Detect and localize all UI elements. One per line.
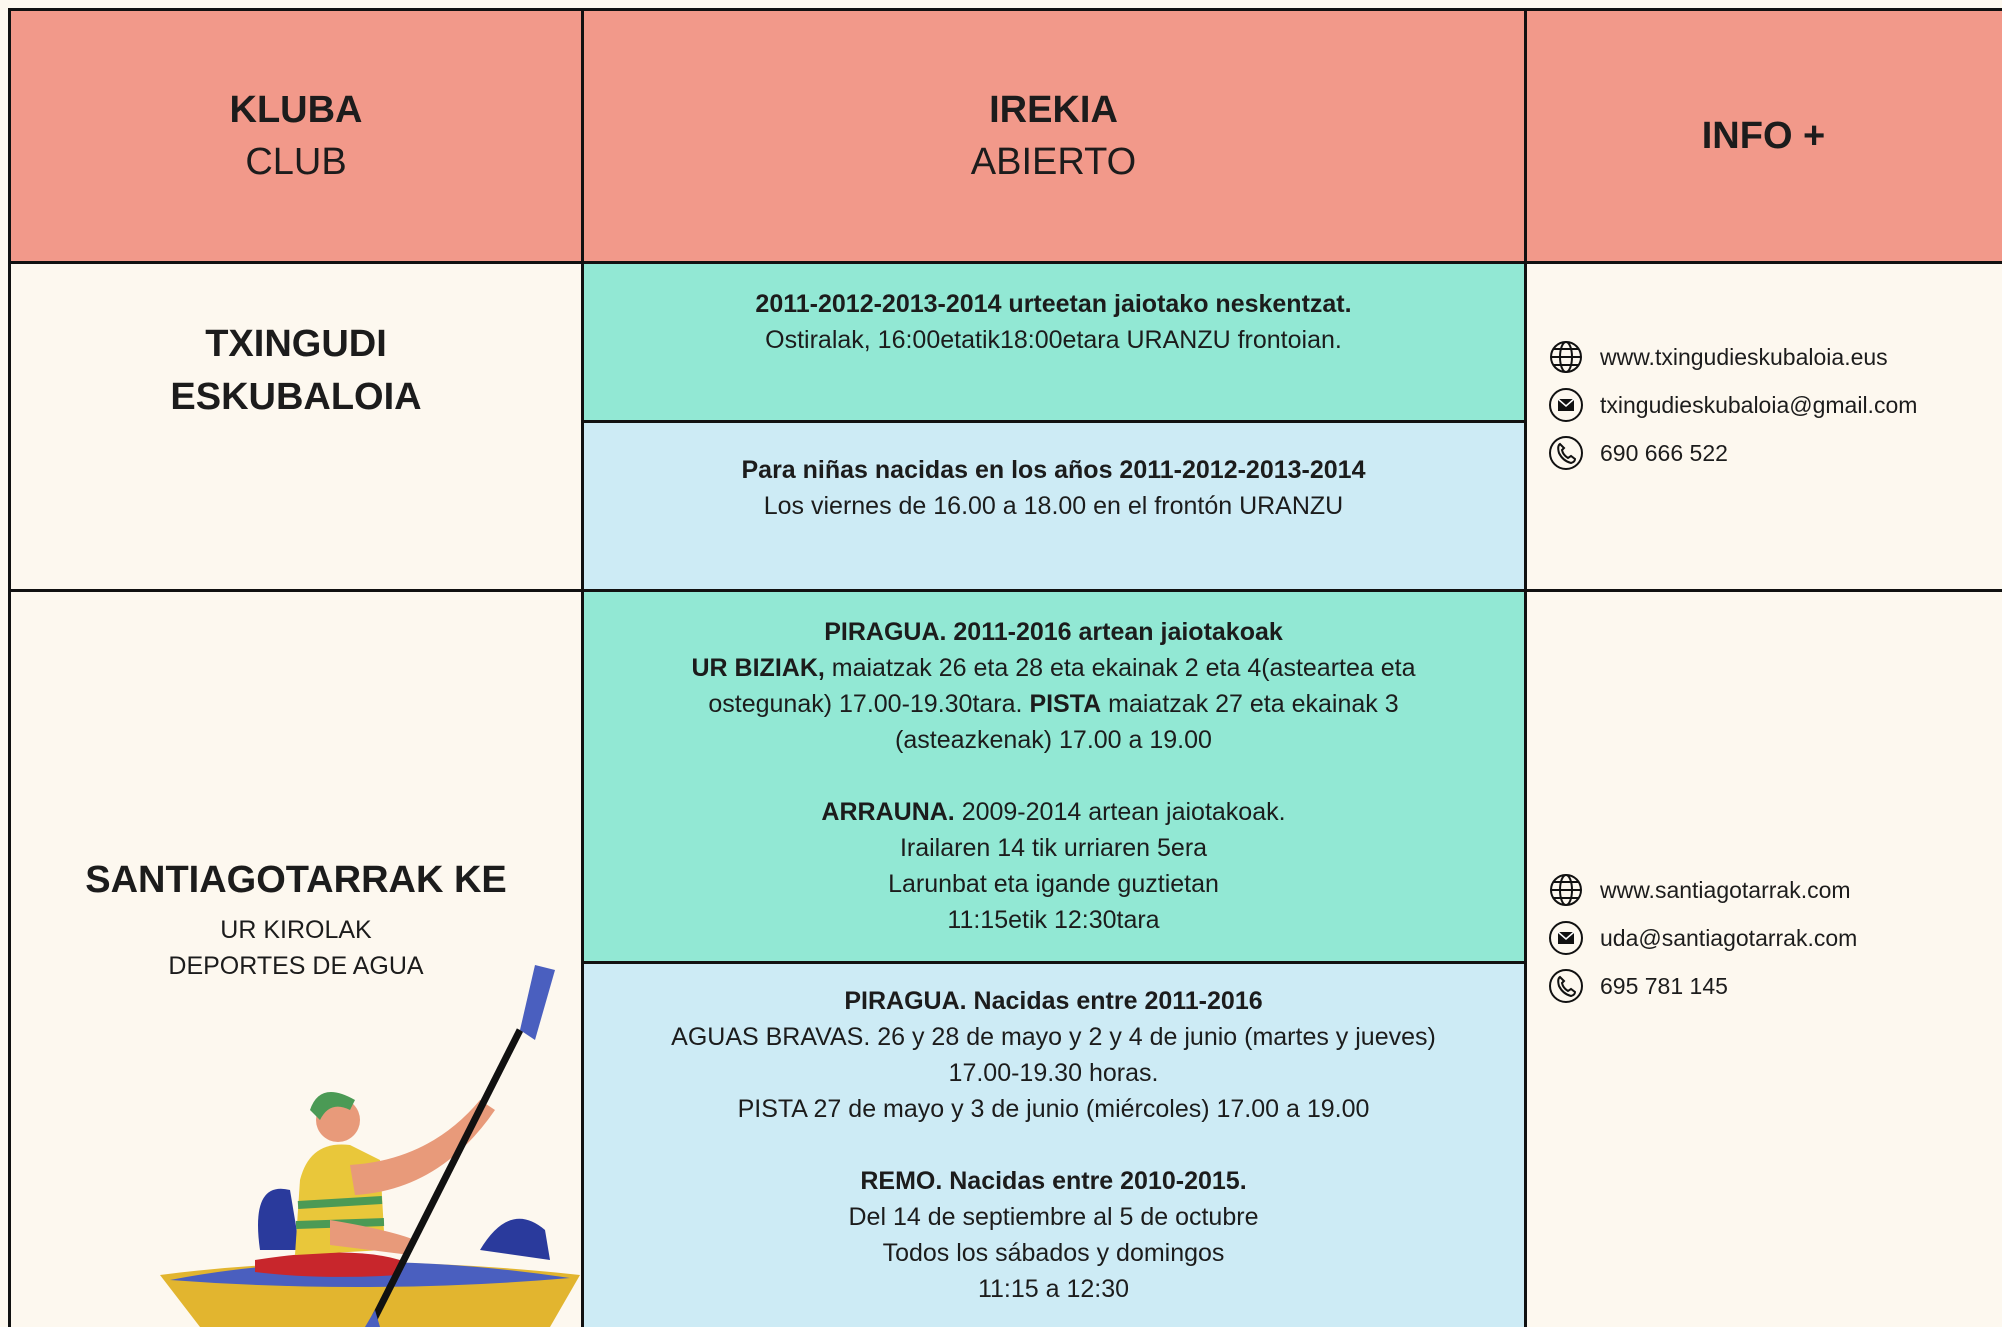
text-line: 11:15 a 12:30 [582,1271,1525,1307]
contact-text: 690 666 522 [1600,439,1728,466]
club-subtitle: UR KIROLAK [220,916,372,944]
text-line: Irailaren 14 tik urriaren 5era [582,830,1525,866]
text-segment: 11:15etik 12:30tara [947,906,1160,934]
schedule-spanish: Para niñas nacidas en los años 2011-2012… [582,452,1525,524]
schedule-basque: PIRAGUA. 2011-2016 artean jaiotakoak UR B… [582,614,1525,938]
text-segment: Del 14 de septiembre al 5 de octubre [848,1203,1259,1231]
text-line: PISTA 27 de mayo y 3 de junio (miércoles… [582,1091,1525,1127]
text-line: 11:15etik 12:30tara [582,902,1525,938]
header-text: KLUBA [229,89,363,131]
border [8,589,2002,592]
contact-phone: 695 781 145 [1548,966,1728,1006]
header-text: ABIERTO [970,141,1137,183]
text-line: 17.00-19.30 horas. [582,1055,1525,1091]
text-segment: PIRAGUA. Nacidas entre 2011-2016 [844,987,1263,1015]
icon-email [1549,921,1583,955]
paragraph: REMO. Nacidas entre 2010-2015. Del 14 de … [582,1163,1525,1307]
icon-web [1550,874,1582,906]
paragraph: ARRAUNA. 2009-2014 artean jaiotakoak. Ira… [582,794,1525,938]
text-line: Del 14 de septiembre al 5 de octubre [582,1199,1525,1235]
club-name: SANTIAGOTARRAK KE [85,859,507,901]
text-line: AGUAS BRAVAS. 26 y 28 de mayo y 2 y 4 de… [582,1019,1525,1055]
header-info: INFO + [1525,10,2002,262]
text-segment: maiatzak 26 eta 28 eta ekainak 2 eta 4(a… [824,654,1416,682]
paragraph: Para niñas nacidas en los años 2011-2012… [582,452,1525,524]
border [8,8,2002,11]
icon-phone [1549,436,1583,470]
text-line: PIRAGUA. Nacidas entre 2011-2016 [582,983,1525,1019]
text-line: (asteazkenak) 17.00 a 19.00 [582,722,1525,758]
contact-text[interactable]: www.santiagotarrak.com [1600,876,1851,903]
text-segment: REMO. Nacidas entre 2010-2015. [860,1167,1247,1195]
club-name: TXINGUDI [205,323,387,365]
text-segment: Los viernes de 16.00 a 18.00 en el front… [763,492,1344,520]
text-line: ostegunak) 17.00-19.30tara. PISTA maiatz… [582,686,1525,722]
border [582,961,1525,964]
text-segment: PIRAGUA. 2011-2016 artean jaiotakoak [824,618,1283,646]
text-segment: Ostiralak, 16:00etatik18:00etara URANZU … [765,326,1342,354]
header-club: KLUBA CLUB [10,10,582,262]
contact-email: txingudieskubaloia@gmail.com [1548,385,1917,425]
text-segment: (asteazkenak) 17.00 a 19.00 [895,726,1212,754]
text-line: Ostiralak, 16:00etatik18:00etara URANZU … [582,322,1525,358]
schedule-spanish: PIRAGUA. Nacidas entre 2011-2016 AGUAS BR… [582,983,1525,1307]
text-segment: Todos los sábados y domingos [882,1239,1225,1267]
text-line: Para niñas nacidas en los años 2011-2012… [582,452,1525,488]
text-segment: PISTA 27 de mayo y 3 de junio (miércoles… [737,1095,1370,1123]
text-line: ARRAUNA. 2009-2014 artean jaiotakoak. [582,794,1525,830]
club-subtitle: DEPORTES DE AGUA [168,952,424,980]
paragraph: PIRAGUA. Nacidas entre 2011-2016 AGUAS BR… [582,983,1525,1127]
text-segment: Irailaren 14 tik urriaren 5era [899,834,1208,862]
header-text: INFO + [1701,115,1826,157]
paragraph: 2011-2012-2013-2014 urteetan jaiotako ne… [582,286,1525,358]
text-line: UR BIZIAK, maiatzak 26 eta 28 eta ekaina… [582,650,1525,686]
paragraph: PIRAGUA. 2011-2016 artean jaiotakoak UR B… [582,614,1525,758]
cell-spanish [582,421,1525,590]
contact-text[interactable]: txingudieskubaloia@gmail.com [1600,391,1918,418]
contact-text[interactable]: uda@santiagotarrak.com [1600,924,1858,951]
text-segment: maiatzak 27 eta ekainak 3 [1101,690,1399,718]
text-segment: 2011-2012-2013-2014 urteetan jaiotako ne… [755,290,1352,318]
icon-web [1550,341,1582,373]
icon-email [1549,388,1583,422]
text-segment: 17.00-19.30 horas. [948,1059,1159,1087]
text-line: PIRAGUA. 2011-2016 artean jaiotakoak [582,614,1525,650]
contact-text: 695 781 145 [1600,972,1728,999]
text-segment: UR BIZIAK, [691,654,825,682]
header-open: IREKIA ABIERTO [582,10,1525,262]
schedule-basque: 2011-2012-2013-2014 urteetan jaiotako ne… [582,286,1525,358]
cell-spanish [582,962,1525,1327]
contact-web: www.txingudieskubaloia.eus [1548,337,1888,377]
cell-basque [582,262,1525,421]
text-line: REMO. Nacidas entre 2010-2015. [582,1163,1525,1199]
text-line: Los viernes de 16.00 a 18.00 en el front… [582,488,1525,524]
border [581,8,584,1327]
contact-phone: 690 666 522 [1548,433,1728,473]
club-name: ESKUBALOIA [170,376,422,418]
border [1524,8,1527,1327]
icon-phone [1549,969,1583,1003]
cell-basque [582,590,1525,962]
text-segment: 2009-2014 artean jaiotakoak. [954,798,1286,826]
text-line: Larunbat eta igande guztietan [582,866,1525,902]
contact-email: uda@santiagotarrak.com [1548,918,1857,958]
header-text: CLUB [245,141,347,183]
text-segment: AGUAS BRAVAS. 26 y 28 de mayo y 2 y 4 de… [671,1023,1436,1051]
header-text: IREKIA [989,89,1118,131]
text-segment: ARRAUNA. [821,798,955,826]
text-segment: Larunbat eta igande guztietan [888,870,1219,898]
contact-text[interactable]: www.txingudieskubaloia.eus [1600,343,1888,370]
contact-web: www.santiagotarrak.com [1548,870,1851,910]
text-segment: Para niñas nacidas en los años 2011-2012… [741,456,1366,484]
text-segment: PISTA [1029,690,1102,718]
border [8,261,2002,264]
text-segment: ostegunak) 17.00-19.30tara. [708,690,1030,718]
text-line: Todos los sábados y domingos [582,1235,1525,1271]
text-segment: 11:15 a 12:30 [977,1275,1130,1303]
text-line: 2011-2012-2013-2014 urteetan jaiotako ne… [582,286,1525,322]
kayak-illustration [160,965,580,1327]
border [582,420,1525,423]
border [8,8,11,1327]
